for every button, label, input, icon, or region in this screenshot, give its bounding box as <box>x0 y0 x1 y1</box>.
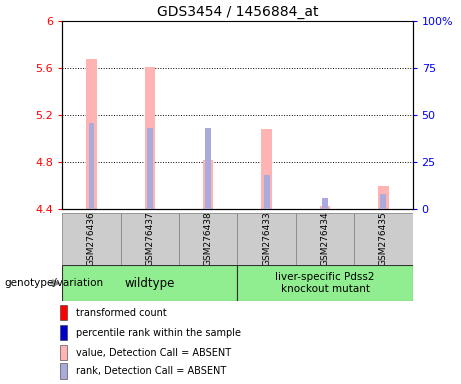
Bar <box>380 194 386 209</box>
Text: transformed count: transformed count <box>76 308 167 318</box>
Text: liver-specific Pdss2
knockout mutant: liver-specific Pdss2 knockout mutant <box>275 272 375 295</box>
Bar <box>237 213 296 265</box>
Bar <box>378 186 389 209</box>
Text: GSM276435: GSM276435 <box>379 212 388 266</box>
Bar <box>296 213 354 265</box>
Text: value, Detection Call = ABSENT: value, Detection Call = ABSENT <box>76 348 231 358</box>
Bar <box>60 305 67 320</box>
Title: GDS3454 / 1456884_at: GDS3454 / 1456884_at <box>157 5 318 19</box>
Text: GSM276436: GSM276436 <box>87 212 96 266</box>
Text: GSM276433: GSM276433 <box>262 212 271 266</box>
Bar <box>60 345 67 360</box>
Bar <box>62 213 121 265</box>
Bar <box>264 175 270 209</box>
Bar <box>89 123 95 209</box>
Bar <box>60 363 67 379</box>
Bar <box>261 129 272 209</box>
Bar <box>320 206 330 209</box>
Bar <box>205 128 211 209</box>
Bar <box>86 59 97 209</box>
Text: genotype/variation: genotype/variation <box>5 278 104 288</box>
Bar <box>60 325 67 340</box>
Text: wildtype: wildtype <box>124 277 175 290</box>
Bar <box>203 160 213 209</box>
Bar <box>179 213 237 265</box>
Bar <box>62 265 237 301</box>
Bar <box>237 265 413 301</box>
Text: percentile rank within the sample: percentile rank within the sample <box>76 328 241 338</box>
Text: GSM276437: GSM276437 <box>145 212 154 266</box>
Bar <box>145 67 155 209</box>
Bar <box>354 213 413 265</box>
Text: GSM276438: GSM276438 <box>204 212 213 266</box>
Text: GSM276434: GSM276434 <box>320 212 330 266</box>
Bar <box>147 128 153 209</box>
Bar <box>322 198 328 209</box>
Bar <box>121 213 179 265</box>
Text: rank, Detection Call = ABSENT: rank, Detection Call = ABSENT <box>76 366 226 376</box>
